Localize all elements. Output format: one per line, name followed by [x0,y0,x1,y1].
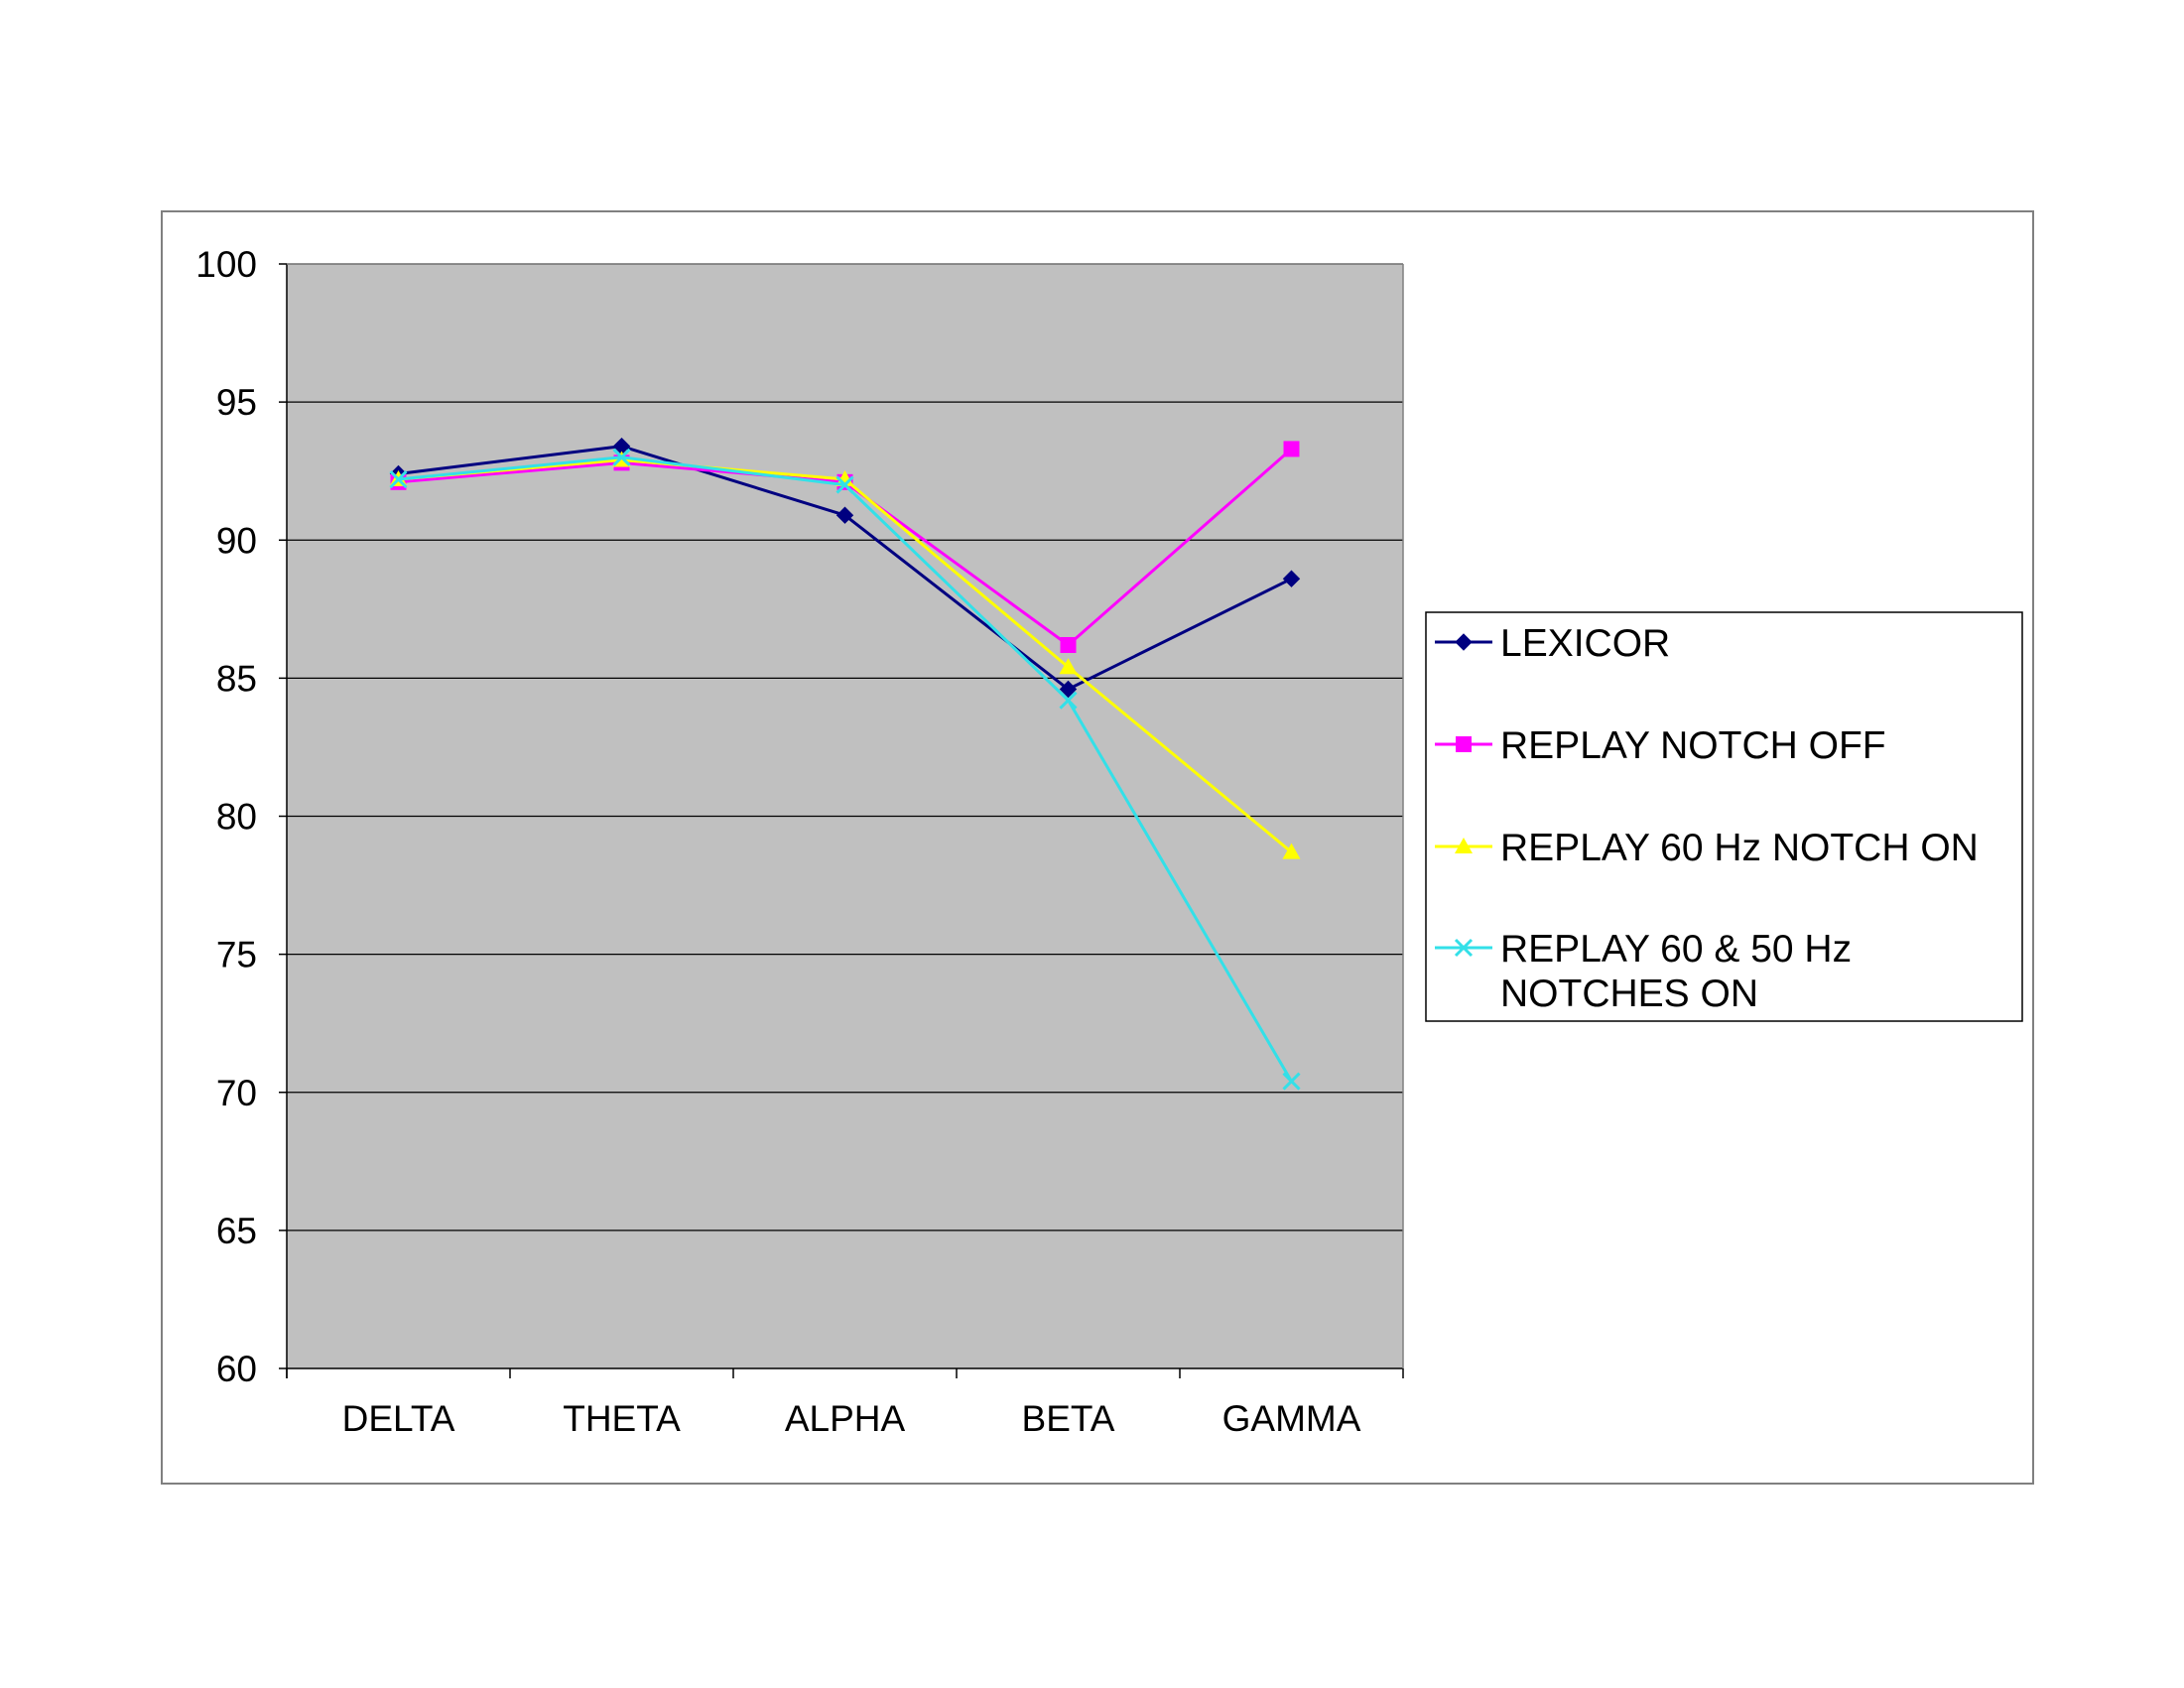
legend: LEXICOR REPLAY NOTCH OFF REPLAY 60 Hz NOTC… [1425,611,2023,1022]
x-marker-stroke [389,469,408,489]
data-point [1059,680,1078,699]
x-marker-stroke [612,448,631,466]
triangle-marker [1282,843,1301,859]
legend-item: LEXICOR [1435,622,1670,665]
axes [279,263,1404,1378]
legend-item: REPLAY 60 & 50 Hz NOTCHES ON [1435,928,1852,1015]
x-tick-label: BETA [1022,1398,1115,1439]
data-point [1060,636,1077,653]
x-tick-label: GAMMA [1222,1398,1361,1439]
legend-box [1425,611,2023,1022]
legend-swatch-marker [1456,736,1472,752]
legend-label: REPLAY 60 Hz NOTCH ON [1500,827,1979,869]
diamond-marker [1282,570,1301,587]
legend-swatch-marker [1455,838,1473,853]
y-axis-tick-labels: 60 65 70 75 80 85 90 95 100 [195,244,257,1389]
legend-label: REPLAY NOTCH OFF [1500,724,1886,767]
x-tick-label: ALPHA [785,1398,906,1439]
data-point [1283,441,1300,457]
data-point [389,469,408,489]
series-0 [389,437,1301,699]
data-point [1059,691,1078,710]
square-marker [1283,441,1300,457]
series-3 [389,448,1301,1091]
diamond-marker [1455,633,1473,651]
diamond-marker [1059,680,1078,699]
x-axis-tick-labels: DELTA THETA ALPHA BETA GAMMA [342,1398,1361,1439]
y-tick-label: 75 [216,935,257,975]
y-tick-label: 70 [216,1073,257,1113]
data-point [1282,843,1301,859]
triangle-marker [1455,838,1473,853]
x-tick-label: THETA [563,1398,681,1439]
data-point [835,506,854,524]
square-marker [1456,736,1472,752]
y-tick-label: 90 [216,520,257,561]
legend-label: REPLAY 60 & 50 Hz NOTCHES ON [1500,928,1852,1015]
legend-item: REPLAY NOTCH OFF [1435,724,1886,767]
x-marker-stroke [1454,938,1474,958]
data-point [1059,658,1078,675]
x-marker-stroke [1282,1072,1301,1091]
y-tick-label: 95 [216,382,257,423]
square-marker [1060,636,1077,653]
y-tick-label: 65 [216,1211,257,1251]
y-tick-label: 85 [216,658,257,699]
legend-label: LEXICOR [1500,622,1670,665]
triangle-marker [1059,658,1078,675]
legend-item: REPLAY 60 Hz NOTCH ON [1435,827,1979,869]
legend-swatch-marker [1455,633,1473,651]
data-point [612,448,631,466]
data-point [1282,570,1301,587]
y-tick-label: 60 [216,1349,257,1389]
x-tick-label: DELTA [342,1398,455,1439]
legend-label-line: REPLAY 60 & 50 Hz [1500,928,1852,971]
legend-swatch-marker [1454,938,1474,958]
data-point [835,475,854,494]
x-marker-stroke [1059,691,1078,710]
x-marker-stroke [835,475,854,494]
series-layer [389,437,1301,1091]
legend-label-line: NOTCHES ON [1500,973,1758,1015]
y-tick-label: 80 [216,797,257,838]
y-tick-label: 100 [195,244,257,285]
diamond-marker [835,506,854,524]
data-point [1282,1072,1301,1091]
